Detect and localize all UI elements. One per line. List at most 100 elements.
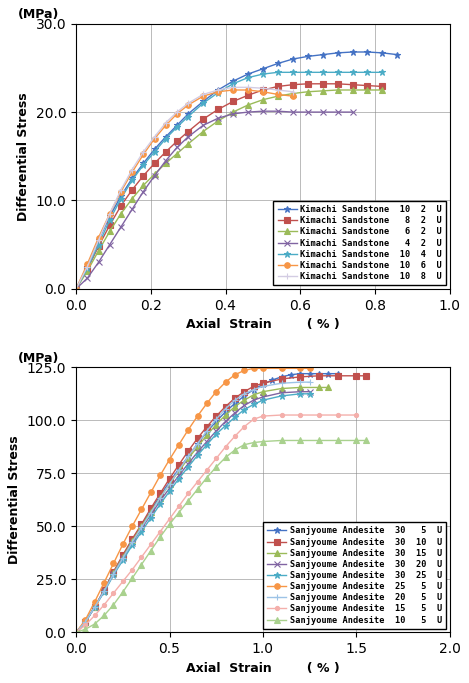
Kimachi Sandstone  10  2  U [129, 174, 135, 182]
Sanjyoume Andesite  30  10  U [251, 382, 257, 391]
Kimachi Sandstone  10  8  U [230, 83, 236, 92]
Sanjyoume Andesite  30   5  U [232, 400, 238, 408]
Kimachi Sandstone  10  2  U [379, 48, 385, 57]
Kimachi Sandstone   6  2  U [350, 86, 356, 94]
Kimachi Sandstone  10  6  U [118, 188, 124, 196]
Kimachi Sandstone   6  2  U [107, 227, 113, 236]
Sanjyoume Andesite  30  25  U [139, 527, 144, 535]
Sanjyoume Andesite  30  10  U [316, 372, 322, 380]
Sanjyoume Andesite  30  10  U [139, 520, 144, 529]
Kimachi Sandstone  10  6  U [260, 87, 266, 96]
Kimachi Sandstone  10  4  U [365, 68, 371, 76]
Sanjyoume Andesite  30  10  U [223, 402, 228, 410]
Sanjyoume Andesite  30  15  U [279, 385, 284, 393]
Sanjyoume Andesite  30  25  U [279, 392, 284, 400]
Sanjyoume Andesite  30  15  U [139, 522, 144, 531]
Kimachi Sandstone   4  2  U [290, 108, 295, 116]
Sanjyoume Andesite  30   5  U [92, 603, 98, 611]
Sanjyoume Andesite  30   5  U [73, 628, 79, 637]
Kimachi Sandstone  10  6  U [141, 150, 146, 158]
Sanjyoume Andesite  30  20  U [92, 603, 98, 611]
Sanjyoume Andesite  30  15  U [223, 411, 228, 419]
X-axis label: Axial  Strain        ( % ): Axial Strain ( % ) [186, 318, 340, 331]
Sanjyoume Andesite  30  15  U [260, 387, 266, 395]
Sanjyoume Andesite  25   5  U [111, 559, 116, 568]
Sanjyoume Andesite  30  25  U [101, 588, 107, 596]
Sanjyoume Andesite  25   5  U [307, 364, 312, 372]
Sanjyoume Andesite  10   5  U [73, 628, 79, 637]
Kimachi Sandstone   8  2  U [107, 221, 113, 229]
Sanjyoume Andesite  30   5  U [279, 373, 284, 381]
Sanjyoume Andesite  30  15  U [129, 537, 135, 545]
Sanjyoume Andesite  30  15  U [148, 507, 154, 516]
Kimachi Sandstone  10  2  U [96, 236, 101, 245]
Sanjyoume Andesite  30  15  U [120, 553, 126, 561]
Sanjyoume Andesite  10   5  U [92, 619, 98, 628]
Kimachi Sandstone  10  2  U [290, 55, 295, 63]
Sanjyoume Andesite  30  25  U [185, 463, 191, 471]
Sanjyoume Andesite  10   5  U [185, 497, 191, 505]
Kimachi Sandstone  10  4  U [305, 68, 310, 76]
Sanjyoume Andesite  30  10  U [195, 434, 200, 443]
Kimachi Sandstone   4  2  U [107, 240, 113, 249]
Sanjyoume Andesite  30   5  U [223, 408, 228, 416]
Line: Sanjyoume Andesite  30  20  U: Sanjyoume Andesite 30 20 U [73, 388, 313, 636]
Sanjyoume Andesite  30   5  U [242, 392, 247, 400]
Sanjyoume Andesite  30  10  U [73, 628, 79, 637]
Sanjyoume Andesite  30   5  U [307, 370, 312, 378]
Kimachi Sandstone   6  2  U [96, 247, 101, 255]
Kimachi Sandstone  10  4  U [260, 70, 266, 78]
Sanjyoume Andesite  25   5  U [73, 628, 79, 637]
Sanjyoume Andesite  25   5  U [213, 387, 219, 395]
Sanjyoume Andesite  30   5  U [185, 452, 191, 460]
Sanjyoume Andesite  30  25  U [213, 430, 219, 438]
Sanjyoume Andesite  30  10  U [279, 375, 284, 383]
Kimachi Sandstone   4  2  U [260, 107, 266, 115]
Kimachi Sandstone   4  2  U [230, 110, 236, 118]
Sanjyoume Andesite  25   5  U [148, 488, 154, 497]
Sanjyoume Andesite  30  10  U [213, 412, 219, 420]
Kimachi Sandstone  10  4  U [129, 176, 135, 184]
Sanjyoume Andesite  20   5  U [213, 415, 219, 423]
Kimachi Sandstone  10  6  U [200, 92, 206, 100]
Y-axis label: Differential Stress: Differential Stress [17, 92, 30, 221]
Sanjyoume Andesite  30  10  U [92, 603, 98, 611]
Kimachi Sandstone   8  2  U [185, 128, 191, 136]
Sanjyoume Andesite  30  15  U [297, 383, 303, 391]
Kimachi Sandstone  10  4  U [96, 240, 101, 249]
Kimachi Sandstone   4  2  U [275, 107, 280, 115]
Sanjyoume Andesite  30  20  U [195, 448, 200, 456]
Sanjyoume Andesite  30   5  U [176, 465, 182, 473]
Sanjyoume Andesite  30  15  U [195, 443, 200, 451]
Sanjyoume Andesite  25   5  U [195, 412, 200, 420]
Sanjyoume Andesite  15   5  U [92, 611, 98, 619]
Sanjyoume Andesite  30   5  U [260, 380, 266, 389]
Sanjyoume Andesite  10   5  U [260, 437, 266, 445]
Sanjyoume Andesite  10   5  U [166, 520, 172, 529]
Sanjyoume Andesite  30  10  U [204, 423, 210, 431]
Sanjyoume Andesite  15   5  U [139, 553, 144, 561]
Sanjyoume Andesite  15   5  U [223, 443, 228, 451]
Kimachi Sandstone  10  6  U [73, 285, 79, 293]
Kimachi Sandstone  10  8  U [152, 133, 158, 141]
Kimachi Sandstone  10  4  U [118, 195, 124, 203]
Sanjyoume Andesite  30  25  U [251, 400, 257, 408]
Kimachi Sandstone   8  2  U [73, 285, 79, 293]
Kimachi Sandstone   6  2  U [305, 87, 310, 96]
Kimachi Sandstone   6  2  U [245, 101, 251, 109]
Kimachi Sandstone   6  2  U [84, 267, 90, 275]
Kimachi Sandstone   8  2  U [141, 171, 146, 180]
Sanjyoume Andesite  30  25  U [148, 514, 154, 522]
Kimachi Sandstone   4  2  U [215, 114, 221, 122]
Sanjyoume Andesite  10   5  U [111, 601, 116, 609]
Sanjyoume Andesite  30  10  U [148, 504, 154, 512]
Kimachi Sandstone  10  6  U [129, 168, 135, 176]
Sanjyoume Andesite  15   5  U [213, 454, 219, 462]
Sanjyoume Andesite  30  25  U [111, 571, 116, 579]
Kimachi Sandstone  10  2  U [305, 53, 310, 61]
Kimachi Sandstone   6  2  U [200, 128, 206, 136]
Sanjyoume Andesite  10   5  U [139, 561, 144, 569]
Sanjyoume Andesite  25   5  U [166, 456, 172, 464]
Kimachi Sandstone  10  2  U [84, 263, 90, 271]
Kimachi Sandstone   8  2  U [320, 80, 325, 88]
